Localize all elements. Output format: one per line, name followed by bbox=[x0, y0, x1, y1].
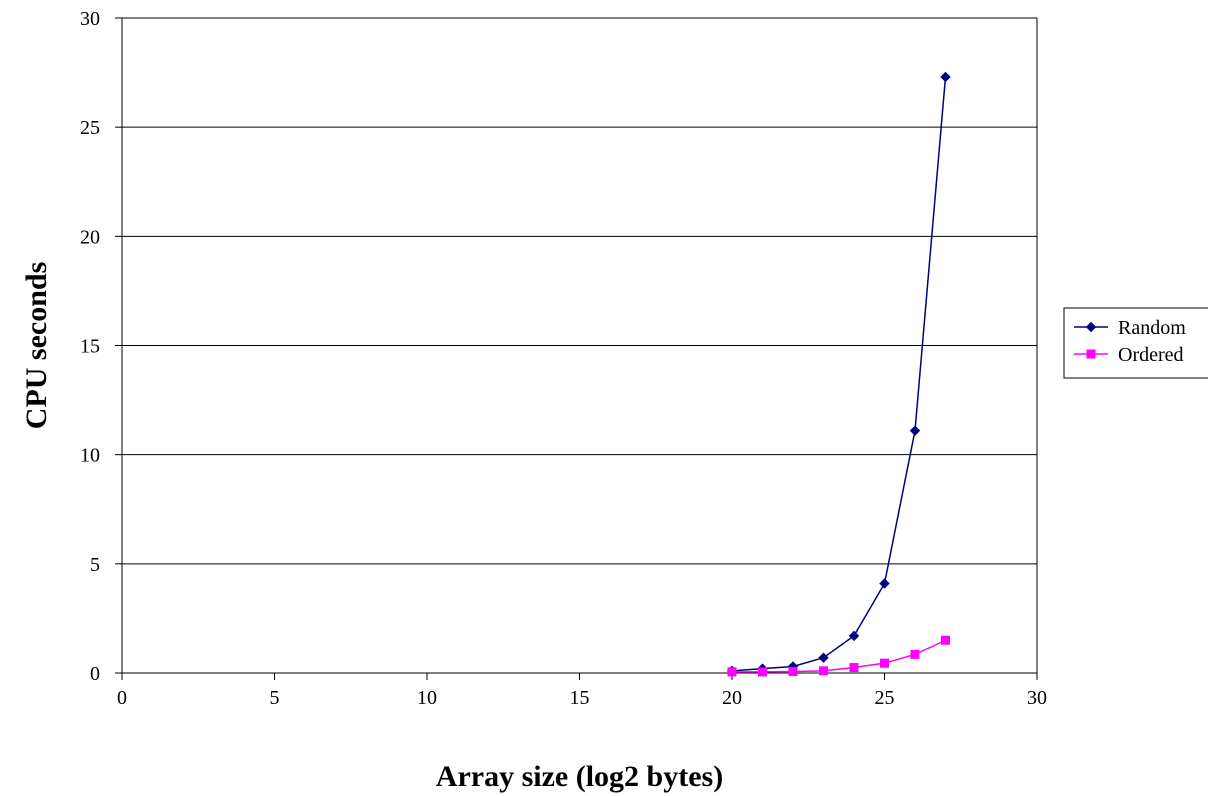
data-point-random bbox=[909, 425, 921, 436]
x-axis-ticks: 0 5 10 15 20 25 30 bbox=[117, 673, 1047, 709]
legend: Random Ordered bbox=[1063, 307, 1208, 379]
y-tick-label: 15 bbox=[80, 336, 100, 358]
grid-lines bbox=[122, 17, 1037, 565]
data-point-ordered bbox=[758, 667, 767, 677]
data-point-ordered bbox=[880, 658, 889, 668]
x-tick-label: 0 bbox=[117, 687, 127, 709]
y-tick-label: 25 bbox=[80, 117, 100, 139]
legend-item-ordered: Ordered bbox=[1074, 344, 1184, 366]
y-tick-label: 20 bbox=[80, 226, 100, 248]
legend-marker-random bbox=[1085, 321, 1097, 333]
data-point-random bbox=[818, 652, 829, 663]
data-point-ordered bbox=[727, 667, 737, 677]
y-tick-label: 0 bbox=[90, 663, 100, 685]
data-point-random bbox=[879, 578, 890, 589]
x-tick-label: 15 bbox=[570, 687, 590, 709]
x-tick-label: 25 bbox=[875, 687, 895, 709]
data-point-ordered bbox=[819, 666, 828, 676]
series-line-ordered bbox=[732, 639, 946, 673]
x-tick-label: 10 bbox=[417, 687, 437, 709]
y-tick-label: 10 bbox=[80, 445, 100, 467]
data-point-ordered bbox=[849, 663, 859, 673]
legend-label-ordered: Ordered bbox=[1118, 344, 1184, 366]
legend-item-random: Random bbox=[1074, 317, 1186, 339]
data-point-ordered bbox=[941, 635, 950, 645]
x-axis-title: Array size (log2 bytes) bbox=[436, 760, 723, 793]
legend-label-random: Random bbox=[1118, 317, 1186, 339]
x-tick-label: 5 bbox=[270, 687, 280, 709]
series-ordered bbox=[727, 635, 950, 677]
x-tick-label: 20 bbox=[722, 687, 742, 709]
data-point-ordered bbox=[788, 666, 798, 676]
y-axis-title: CPU seconds bbox=[20, 262, 53, 430]
series-layer bbox=[726, 71, 951, 677]
legend-box bbox=[1063, 307, 1208, 379]
y-tick-label: 30 bbox=[80, 8, 100, 30]
y-axis-ticks: 0 5 10 15 20 25 30 bbox=[80, 8, 122, 685]
x-tick-label: 30 bbox=[1027, 687, 1047, 709]
data-point-random bbox=[848, 630, 860, 642]
legend-marker-ordered bbox=[1086, 349, 1096, 359]
series-random bbox=[726, 71, 951, 677]
data-point-random bbox=[940, 71, 951, 83]
y-tick-label: 5 bbox=[90, 554, 100, 576]
series-line-random bbox=[731, 76, 947, 672]
data-point-ordered bbox=[910, 649, 920, 659]
